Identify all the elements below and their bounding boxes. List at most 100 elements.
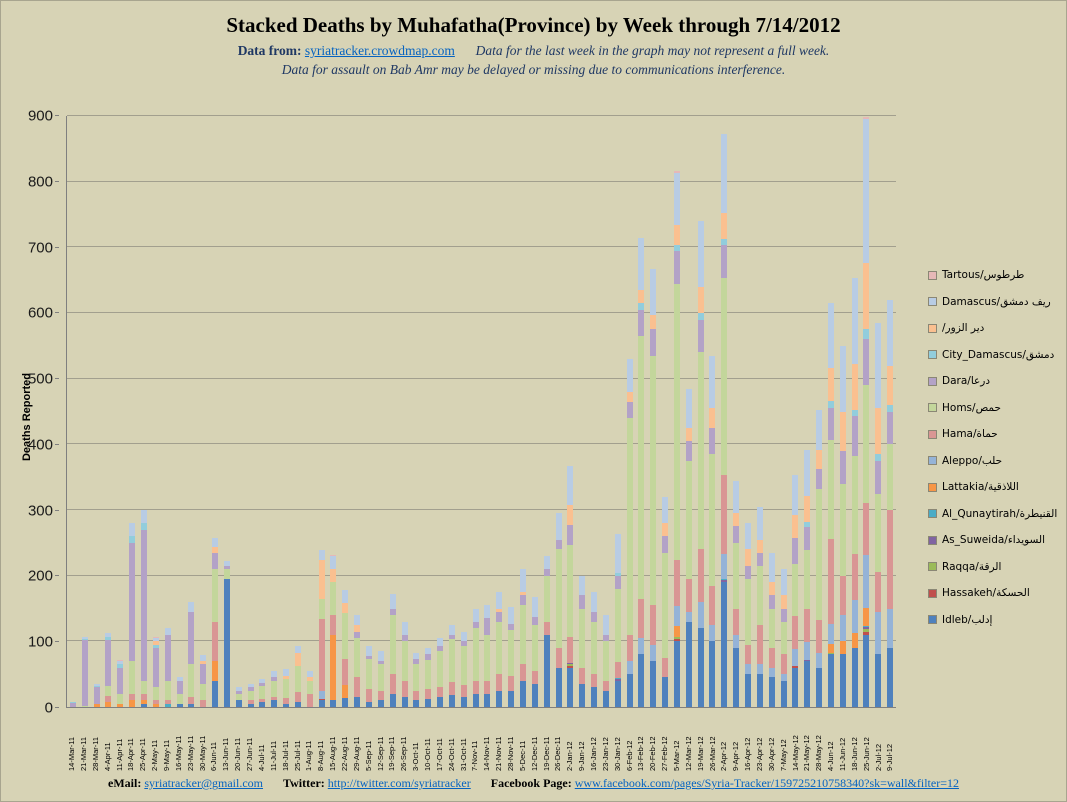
y-tick-mark (55, 312, 59, 314)
bar-segment-Damascus (212, 537, 219, 548)
bar-segment-Idleb (567, 667, 574, 707)
x-tick-slot: 18-Apr-11 (125, 711, 137, 771)
bar-segment-Damascus (496, 592, 503, 609)
bar-segment-Hama (105, 695, 112, 703)
x-tick-label: 18-Jun-12 (849, 737, 859, 771)
x-tick-label: 2-Jul-12 (873, 743, 883, 771)
gridline (67, 312, 896, 313)
legend-label: City_Damascus/دمشق (942, 348, 1055, 361)
legend-label: Lattakia/اللاذقية (942, 481, 1019, 493)
bar-segment-Aleppo (638, 638, 645, 655)
bar-segment-Hama (200, 700, 207, 707)
bar-segment-Homs (389, 615, 396, 675)
bar-segment-Aleppo (792, 649, 799, 666)
bar-slot (861, 116, 873, 707)
bar-segment-Hama (567, 636, 574, 664)
legend-item-Aleppo: Aleppo/حلب (928, 455, 1066, 467)
bar-segment-Hama (662, 657, 669, 678)
twitter-link[interactable]: http://twitter.com/syriatracker (327, 776, 471, 790)
x-tick-slot: 2-Jan-12 (564, 711, 576, 771)
x-tick-slot: 18-Jun-12 (849, 711, 861, 771)
email-link[interactable]: syriatracker@gmail.com (144, 776, 264, 790)
x-tick-slot: 26-Dec-11 (552, 711, 564, 771)
bar-slot (446, 116, 458, 707)
bar-segment-Lattakia (863, 607, 870, 626)
twitter-label: Twitter: (283, 776, 325, 790)
bar-segment-Homs (697, 352, 704, 550)
x-tick-label: 13-Feb-12 (636, 736, 646, 771)
bar-segment-Lattakia (839, 641, 846, 655)
bar-segment-Homs (366, 659, 373, 689)
y-tick-label: 600 (27, 304, 53, 322)
legend-item-Lattakia: Lattakia/اللاذقية (928, 481, 1066, 493)
bar-segment-Hama (484, 680, 491, 694)
crowdmap-link[interactable]: syriatracker.crowdmap.com (304, 43, 455, 58)
bar-segment-City_Damascus (875, 454, 882, 461)
x-tick-slot: 11-Jun-12 (837, 711, 849, 771)
y-tick-mark (55, 575, 59, 577)
bar-segment-Homs (721, 278, 728, 476)
bar-segment-Homs (579, 608, 586, 668)
bar-slot (671, 116, 683, 707)
bar-slot (718, 116, 730, 707)
bar-segment-Dara (709, 427, 716, 455)
x-tick-label: 14-Nov-11 (482, 736, 492, 771)
bar-segment-Deir_Ezzor (496, 608, 503, 612)
bar-segment-Idleb (330, 700, 337, 707)
bar-segment-Aleppo (685, 611, 692, 622)
bar-segment-Homs (212, 569, 219, 622)
bar-segment-Hama (401, 680, 408, 698)
bar-segment-Lattakia (827, 643, 834, 654)
bar-segment-Dara (425, 654, 432, 660)
bar-segment-Homs (472, 628, 479, 681)
bar-segment-Lattakia (105, 702, 112, 707)
x-tick-label: 30-Apr-12 (766, 737, 776, 771)
bar-slot (162, 116, 174, 707)
bar-segment-Deir_Ezzor (283, 675, 290, 679)
x-tick-slot: 11-Jul-11 (268, 711, 280, 771)
bar-segment-Hama (508, 676, 515, 691)
x-tick-slot: 15-Aug-11 (327, 711, 339, 771)
bar-segment-Homs (626, 418, 633, 635)
x-tick-slot: 8-Aug-11 (315, 711, 327, 771)
bar-segment-Idleb (294, 701, 301, 707)
bar-slot (600, 116, 612, 707)
bar-segment-Hama (342, 659, 349, 686)
bar-segment-Damascus (223, 561, 230, 566)
bar-segment-Dara (768, 595, 775, 609)
bar-segment-Tartous (117, 659, 124, 662)
bar-segment-Idleb (283, 703, 290, 707)
bar-segment-Deir_Ezzor (780, 595, 787, 609)
bar-segment-Deir_Ezzor (863, 263, 870, 329)
legend-swatch-Homs (928, 403, 937, 412)
bar-segment-Dara (247, 687, 254, 691)
bar-segment-Homs (733, 542, 740, 609)
x-tick-slot: 4-Jul-11 (256, 711, 268, 771)
bar-segment-Damascus (827, 302, 834, 369)
y-tick-mark (55, 180, 59, 182)
x-tick-slot: 9-Apr-12 (730, 711, 742, 771)
facebook-link[interactable]: www.facebook.com/pages/Syria-Tracker/159… (574, 776, 959, 790)
bar-segment-Deir_Ezzor (827, 368, 834, 402)
y-tick-label: 300 (27, 502, 53, 520)
legend-item-Al_Qunaytirah: Al_Qunaytirah/القنيطرة (928, 508, 1066, 520)
y-tick-label: 100 (27, 633, 53, 651)
bar-segment-Idleb (555, 667, 562, 707)
bar-segment-As_Suweida (567, 663, 574, 665)
bar-segment-Hama (804, 609, 811, 643)
stacked-bar (460, 116, 467, 707)
bar-segment-Idleb (508, 690, 515, 707)
x-tick-label: 9-Jul-12 (885, 743, 895, 771)
bar-segment-Lattakia (140, 700, 147, 704)
bar-segment-Damascus (768, 552, 775, 583)
bar-segment-Damascus (389, 594, 396, 609)
bar-segment-Damascus (129, 523, 136, 537)
x-tick-slot: 11-Apr-11 (113, 711, 125, 771)
bar-segment-Damascus (188, 601, 195, 612)
x-tick-label: 21-May-12 (802, 735, 812, 771)
bar-segment-Hama (437, 687, 444, 698)
bar-segment-Deir_Ezzor (875, 408, 882, 455)
bar-segment-Damascus (816, 410, 823, 450)
stacked-bar (117, 116, 124, 707)
bar-segment-Homs (448, 639, 455, 683)
